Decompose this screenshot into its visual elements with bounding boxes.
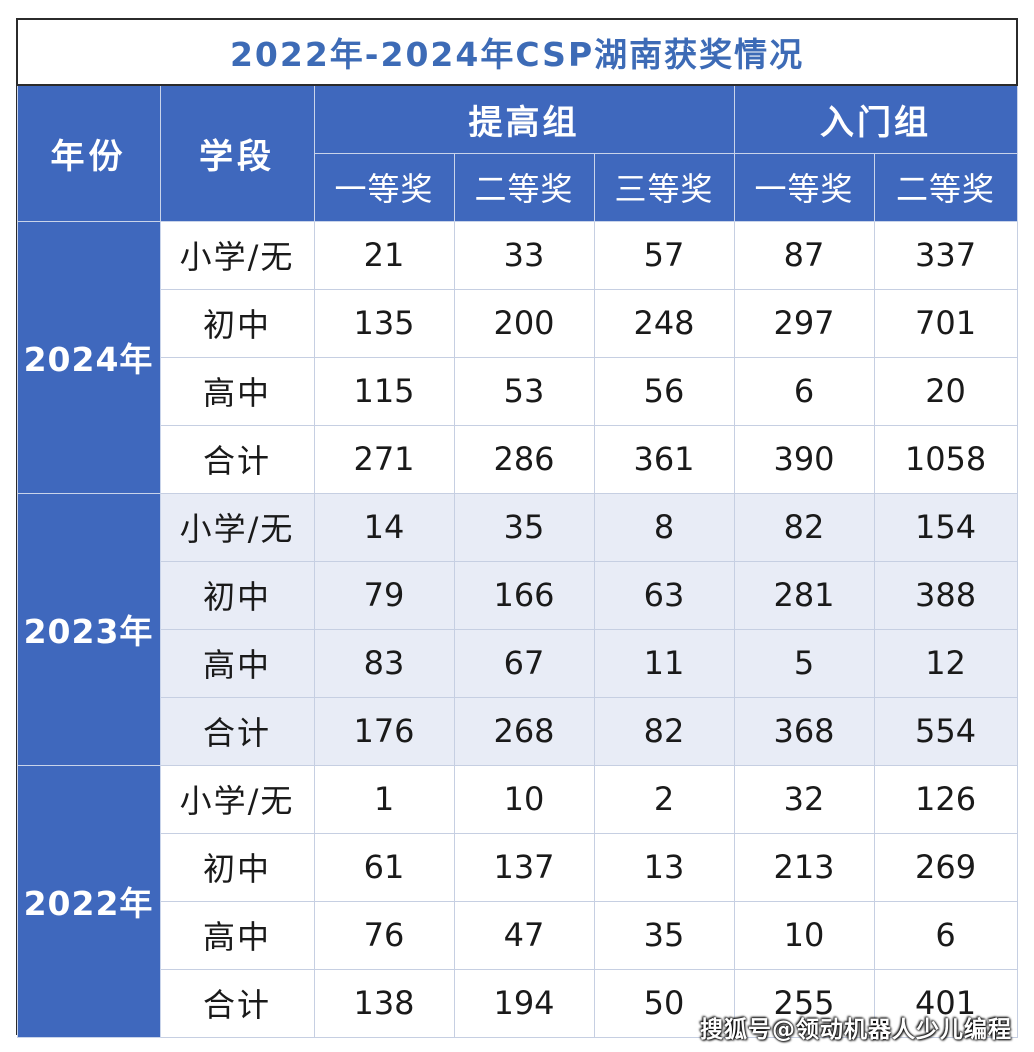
- advanced-third-prize-count: 248: [593, 288, 735, 358]
- segment-cell: 合计: [159, 696, 315, 766]
- advanced-third-prize-count: 8: [593, 492, 735, 562]
- segment-cell: 合计: [159, 968, 315, 1038]
- advanced-second-prize-count: 166: [453, 560, 595, 630]
- intro-first-prize-count: 32: [733, 764, 875, 834]
- table-row: 2022年 小学/无 1 10 2 32 126: [16, 764, 1018, 1038]
- table-row: 合计 176 268 82 368 554: [17, 696, 1018, 766]
- segment-cell: 高中: [159, 356, 315, 426]
- advanced-first-prize-count: 76: [313, 900, 455, 970]
- advanced-third-prize-count: 2: [593, 764, 735, 834]
- table-row: 合计 271 286 361 390 1058: [17, 424, 1018, 494]
- intro-second-prize-count: 401: [873, 968, 1018, 1038]
- segment-cell: 合计: [159, 424, 315, 494]
- intro-second-prize-count: 701: [873, 288, 1018, 358]
- advanced-third-prize-count: 361: [593, 424, 735, 494]
- header-intro-second-prize: 二等奖: [873, 152, 1018, 222]
- advanced-first-prize-count: 1: [313, 764, 455, 834]
- table-row: 2023年 小学/无 14 35 8 82 154: [16, 492, 1018, 766]
- header-advanced-third-prize: 三等奖: [593, 152, 735, 222]
- advanced-third-prize-count: 63: [593, 560, 735, 630]
- advanced-first-prize-count: 14: [313, 492, 455, 562]
- table-row: 2024年 小学/无 21 33 57 87 337: [16, 220, 1018, 494]
- segment-cell: 初中: [159, 288, 315, 358]
- advanced-second-prize-count: 286: [453, 424, 595, 494]
- advanced-third-prize-count: 11: [593, 628, 735, 698]
- intro-second-prize-count: 20: [873, 356, 1018, 426]
- advanced-first-prize-count: 176: [313, 696, 455, 766]
- segment-cell: 高中: [159, 628, 315, 698]
- table-row: 初中 79 166 63 281 388: [17, 560, 1018, 630]
- segment-cell: 初中: [159, 832, 315, 902]
- intro-second-prize-count: 388: [873, 560, 1018, 630]
- table-row: 高中 115 53 56 6 20: [17, 356, 1018, 426]
- advanced-third-prize-count: 35: [593, 900, 735, 970]
- segment-cell: 小学/无: [159, 492, 315, 562]
- advanced-second-prize-count: 10: [453, 764, 595, 834]
- advanced-second-prize-count: 47: [453, 900, 595, 970]
- intro-first-prize-count: 213: [733, 832, 875, 902]
- segment-cell: 小学/无: [159, 220, 315, 290]
- header-group-advanced: 提高组: [313, 84, 735, 154]
- advanced-first-prize-count: 271: [313, 424, 455, 494]
- intro-first-prize-count: 297: [733, 288, 875, 358]
- advanced-first-prize-count: 135: [313, 288, 455, 358]
- intro-second-prize-count: 154: [873, 492, 1018, 562]
- intro-first-prize-count: 390: [733, 424, 875, 494]
- intro-first-prize-count: 10: [733, 900, 875, 970]
- advanced-first-prize-count: 79: [313, 560, 455, 630]
- year-cell: 2023年: [16, 492, 161, 766]
- advanced-first-prize-count: 138: [313, 968, 455, 1038]
- header-intro-first-prize: 一等奖: [733, 152, 875, 222]
- intro-second-prize-count: 269: [873, 832, 1018, 902]
- advanced-third-prize-count: 57: [593, 220, 735, 290]
- intro-second-prize-count: 337: [873, 220, 1018, 290]
- advanced-third-prize-count: 82: [593, 696, 735, 766]
- header-year: 年份: [16, 84, 161, 222]
- header-segment: 学段: [159, 84, 315, 222]
- intro-first-prize-count: 82: [733, 492, 875, 562]
- awards-table: 2022年-2024年CSP湖南获奖情况 年份 学段 提高组 入门组 一等奖 二…: [15, 18, 1019, 1038]
- intro-second-prize-count: 1058: [873, 424, 1018, 494]
- intro-second-prize-count: 554: [873, 696, 1018, 766]
- segment-cell: 初中: [159, 560, 315, 630]
- intro-first-prize-count: 87: [733, 220, 875, 290]
- intro-first-prize-count: 281: [733, 560, 875, 630]
- intro-second-prize-count: 126: [873, 764, 1018, 834]
- header-advanced-first-prize: 一等奖: [313, 152, 455, 222]
- year-cell: 2022年: [16, 764, 161, 1038]
- advanced-third-prize-count: 56: [593, 356, 735, 426]
- advanced-first-prize-count: 21: [313, 220, 455, 290]
- advanced-second-prize-count: 137: [453, 832, 595, 902]
- watermark: 搜狐号@领动机器人少儿编程: [700, 1017, 1012, 1043]
- advanced-first-prize-count: 83: [313, 628, 455, 698]
- table-row: 初中 135 200 248 297 701: [17, 288, 1018, 358]
- intro-first-prize-count: 255: [733, 968, 875, 1038]
- advanced-first-prize-count: 115: [313, 356, 455, 426]
- advanced-first-prize-count: 61: [313, 832, 455, 902]
- advanced-second-prize-count: 33: [453, 220, 595, 290]
- intro-first-prize-count: 5: [733, 628, 875, 698]
- advanced-second-prize-count: 53: [453, 356, 595, 426]
- advanced-second-prize-count: 67: [453, 628, 595, 698]
- intro-first-prize-count: 368: [733, 696, 875, 766]
- table-row: 高中 76 47 35 10 6: [17, 900, 1018, 970]
- advanced-second-prize-count: 35: [453, 492, 595, 562]
- table-title: 2022年-2024年CSP湖南获奖情况: [15, 18, 1019, 86]
- advanced-second-prize-count: 268: [453, 696, 595, 766]
- segment-cell: 高中: [159, 900, 315, 970]
- intro-first-prize-count: 6: [733, 356, 875, 426]
- advanced-second-prize-count: 194: [453, 968, 595, 1038]
- header-advanced-second-prize: 二等奖: [453, 152, 595, 222]
- header-group-intro: 入门组: [733, 84, 1018, 154]
- table-row: 高中 83 67 11 5 12: [17, 628, 1018, 698]
- table-row: 初中 61 137 13 213 269: [17, 832, 1018, 902]
- table-row: 合计 138 194 50 255 401: [17, 968, 1018, 1038]
- year-cell: 2024年: [16, 220, 161, 494]
- segment-cell: 小学/无: [159, 764, 315, 834]
- advanced-second-prize-count: 200: [453, 288, 595, 358]
- intro-second-prize-count: 6: [873, 900, 1018, 970]
- advanced-third-prize-count: 13: [593, 832, 735, 902]
- intro-second-prize-count: 12: [873, 628, 1018, 698]
